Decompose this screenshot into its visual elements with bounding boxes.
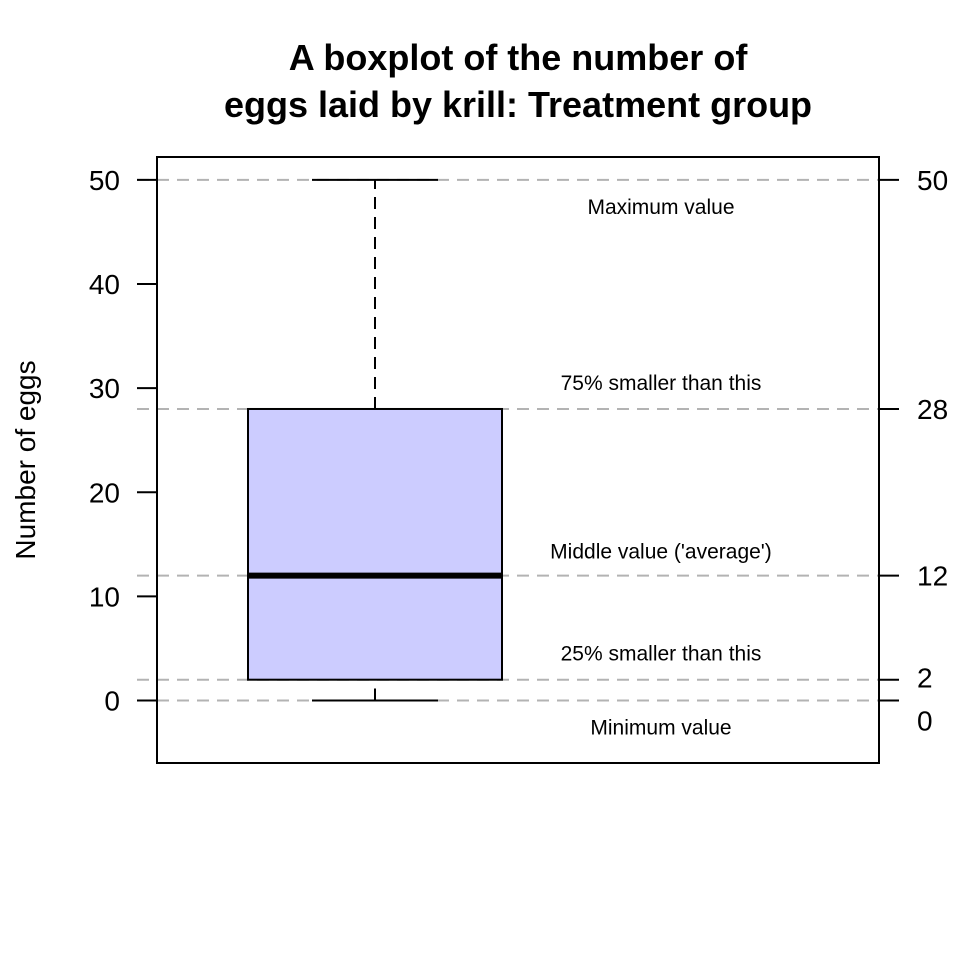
right-tick-label-0: 0 bbox=[917, 706, 933, 737]
annotation-28: 75% smaller than this bbox=[561, 372, 762, 395]
right-y-axis: 0 2 12 28 50 bbox=[879, 165, 948, 737]
chart-title-line-1: A boxplot of the number of bbox=[289, 37, 749, 78]
interquartile-box bbox=[247, 407, 503, 681]
left-y-axis: 0 10 20 30 40 50 bbox=[89, 165, 158, 717]
annotation-50: Maximum value bbox=[587, 196, 734, 219]
annotations: Maximum value 75% smaller than this Middle… bbox=[550, 196, 772, 740]
right-tick-label-28: 28 bbox=[917, 394, 948, 425]
boxplot bbox=[247, 178, 503, 702]
annotation-0: Minimum value bbox=[590, 717, 731, 740]
right-tick-label-12: 12 bbox=[917, 561, 948, 592]
left-tick-label-30: 30 bbox=[89, 373, 120, 404]
right-tick-label-50: 50 bbox=[917, 165, 948, 196]
left-tick-label-40: 40 bbox=[89, 269, 120, 300]
annotation-12: Middle value ('average') bbox=[550, 541, 772, 564]
left-tick-label-0: 0 bbox=[104, 686, 120, 717]
left-tick-label-10: 10 bbox=[89, 581, 120, 612]
right-tick-label-2: 2 bbox=[917, 663, 933, 694]
left-tick-label-50: 50 bbox=[89, 165, 120, 196]
chart-title-line-2: eggs laid by krill: Treatment group bbox=[224, 84, 812, 125]
annotation-2: 25% smaller than this bbox=[561, 643, 762, 666]
left-tick-label-20: 20 bbox=[89, 477, 120, 508]
y-axis-label: Number of eggs bbox=[10, 360, 41, 559]
